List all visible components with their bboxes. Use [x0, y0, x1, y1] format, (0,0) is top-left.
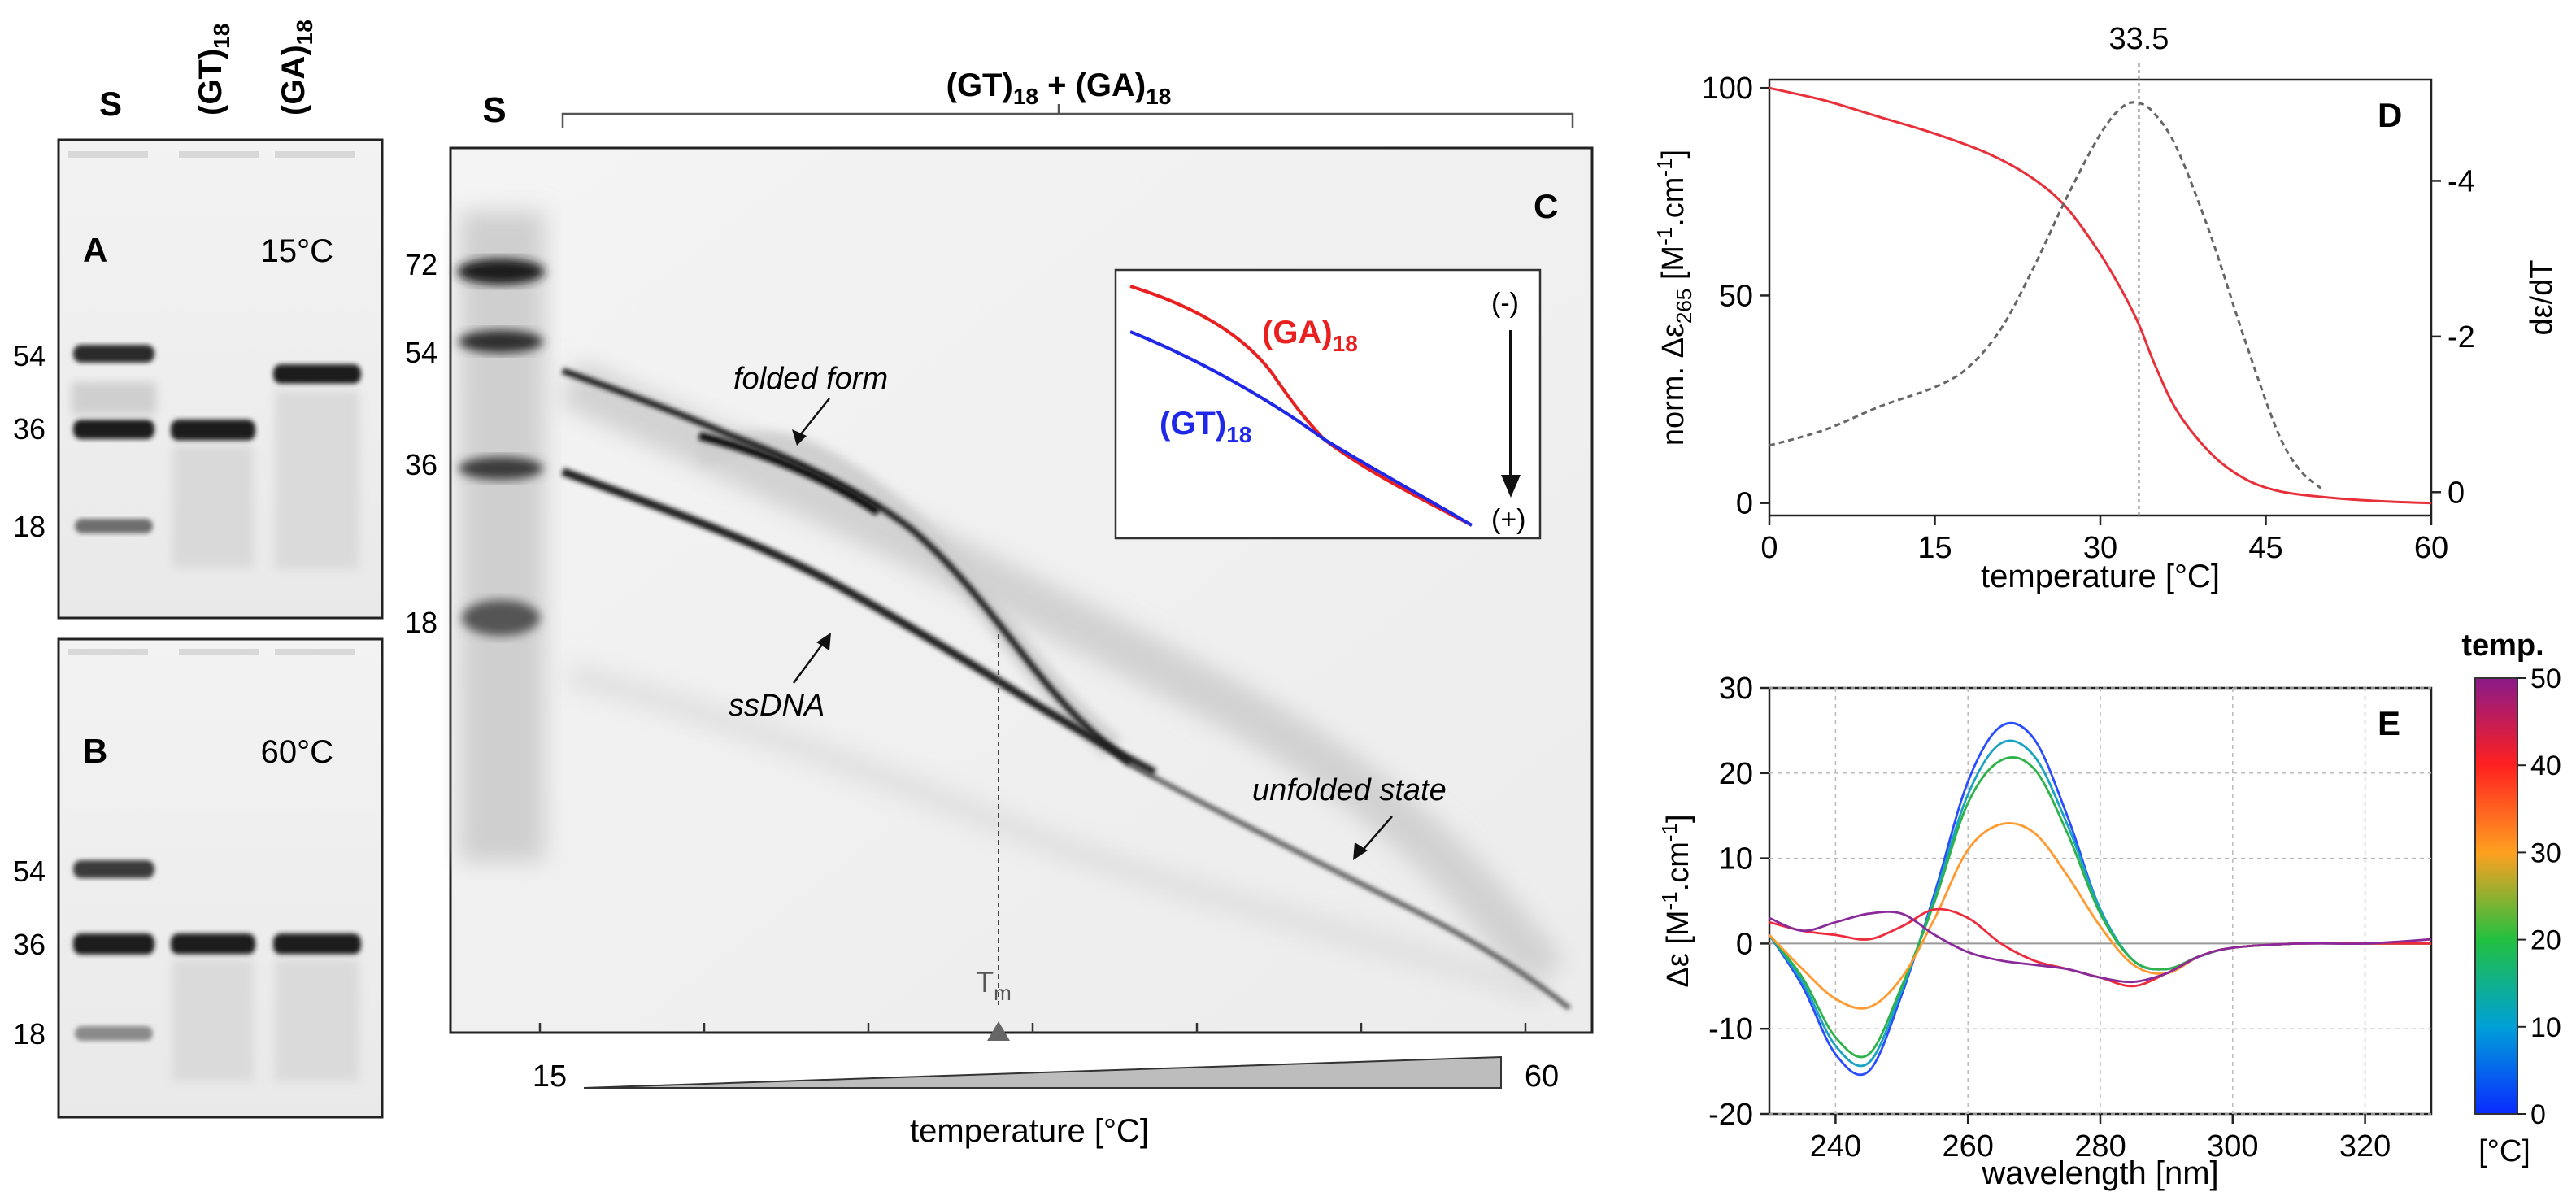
e-xtick-label: 300 — [2207, 1129, 2258, 1164]
colorbar-tick-label: 0 — [2530, 1099, 2546, 1130]
band-ssdna — [561, 468, 1157, 777]
inset-ga-curve — [1129, 285, 1473, 527]
band-folded-form — [561, 368, 1133, 768]
lane-label-s: S — [99, 85, 122, 123]
chart-d: 33.5 0 15 30 45 60 0 50 100 0 -2 -4 D temperatur… — [1652, 22, 2559, 594]
inset-arrow-icon — [1501, 475, 1521, 498]
marker-a-18: 18 — [13, 510, 46, 543]
marker-c-36: 36 — [405, 448, 437, 481]
panel-b: B 60°C 54 36 18 — [13, 637, 384, 1119]
e-xtick-label: 260 — [1942, 1129, 1993, 1164]
inset-gt-label: (GT)18 — [1160, 406, 1251, 447]
svg-text:Δε [M-1.cm-1]: Δε [M-1.cm-1] — [1657, 814, 1695, 987]
colorbar-title: temp. — [2461, 629, 2543, 663]
e-ytick-label: 10 — [1719, 842, 1753, 877]
d-xlabel: temperature [°C] — [1981, 559, 2220, 594]
marker-b-54: 54 — [13, 855, 46, 888]
gel-c-ticks — [538, 1023, 1527, 1033]
gel-b-bands — [73, 860, 361, 1081]
d-ytick-label: 0 — [1736, 487, 1753, 521]
temperature-gradient-wedge — [583, 1055, 1502, 1089]
e-ytick-label: 0 — [1736, 927, 1753, 961]
panel-b-letter: B — [83, 732, 107, 770]
panel-c-letter: C — [1534, 187, 1558, 225]
e-ytick-label: 20 — [1719, 757, 1753, 791]
panel-b-temp: 60°C — [261, 734, 333, 770]
marker-a-54: 54 — [13, 339, 46, 372]
colorbar-tick-label: 40 — [2530, 750, 2561, 781]
e-panel-letter: E — [2378, 704, 2400, 742]
svg-text:dε/dT: dε/dT — [2525, 260, 2559, 336]
colorbar-tick-label: 50 — [2530, 663, 2561, 694]
band-unfolded — [1129, 762, 1571, 1011]
panel-a-temp: 15°C — [261, 233, 333, 269]
d-xtick-label: 30 — [2083, 531, 2117, 565]
e-ytick-label: 30 — [1719, 672, 1753, 706]
panel-a-letter: A — [83, 231, 107, 269]
e-colorbar: temp. 0 10 20 30 40 50 [°C] — [2461, 629, 2561, 1168]
lane-label-ga: (GA)18 — [276, 20, 317, 115]
marker-b-18: 18 — [13, 1017, 46, 1051]
panel-c-lane-s: S — [482, 90, 506, 130]
e-xtick-label: 320 — [2339, 1129, 2391, 1164]
colorbar-tick-label: 30 — [2530, 837, 2561, 868]
inset-ga-label: (GA)18 — [1262, 315, 1358, 356]
e-xlabel: wavelength [nm] — [1981, 1155, 2218, 1191]
d-xtick-label: 15 — [1917, 531, 1952, 565]
colorbar-tick-label: 20 — [2530, 925, 2561, 956]
gel-c-marker-lane — [457, 211, 545, 862]
d-xtick-label: 60 — [2414, 531, 2448, 565]
d-y2tick-label: -2 — [2448, 320, 2475, 355]
tm-arrow-icon — [987, 1021, 1010, 1041]
colorbar-unit: [°C] — [2478, 1134, 2530, 1168]
annotation-folded-form: folded form — [733, 362, 888, 396]
inset-gt-curve — [1129, 330, 1473, 527]
svg-text:norm. Δε265 [M-1.cm-1]: norm. Δε265 [M-1.cm-1] — [1652, 150, 1696, 446]
e-ytick-label: -20 — [1708, 1098, 1753, 1132]
e-ytick-label: -10 — [1708, 1012, 1753, 1046]
d-xtick-label: 0 — [1760, 531, 1778, 565]
marker-c-54: 54 — [405, 336, 437, 369]
colorbar-tick-label: 10 — [2530, 1012, 2561, 1043]
inset-minus-label: (-) — [1491, 288, 1519, 319]
d-panel-letter: D — [2378, 96, 2402, 134]
panel-a: S (GT)18 (GA)18 A 15°C 54 36 18 — [13, 20, 384, 620]
svg-text:(GA)18: (GA)18 — [276, 20, 317, 115]
marker-c-72: 72 — [405, 248, 437, 281]
d-series-norm — [1769, 86, 2432, 505]
tm-label: Tm — [976, 965, 1012, 1005]
gel-a-bands — [72, 345, 361, 569]
gradient-end-label: 60 — [1525, 1059, 1559, 1094]
d-xtick-label: 45 — [2248, 531, 2282, 565]
svg-text:(GT)18: (GT)18 — [193, 24, 234, 115]
d-y2tick-label: -4 — [2448, 164, 2475, 198]
e-xtick-label: 280 — [2074, 1129, 2126, 1164]
panel-c-inset: (GA)18 (GT)18 (-) (+) — [1114, 268, 1542, 540]
d-ylabel: norm. Δε265 [M-1.cm-1] — [1652, 150, 1696, 446]
d-series-derivative — [1769, 101, 2322, 489]
gradient-xlabel: temperature [°C] — [910, 1113, 1149, 1149]
d-y2tick-label: 0 — [2448, 476, 2465, 510]
gradient-start-label: 15 — [533, 1059, 567, 1094]
inset-plus-label: (+) — [1491, 504, 1526, 535]
e-xtick-label: 240 — [1810, 1129, 1861, 1164]
lane-label-gt: (GT)18 — [193, 24, 234, 115]
d-ytick-label: 50 — [1719, 279, 1753, 313]
e-ylabel: Δε [M-1.cm-1] — [1657, 814, 1695, 987]
annotation-unfolded: unfolded state — [1252, 773, 1447, 807]
panel-c: S (GT)18 + (GA)18 72 54 36 18 C — [405, 67, 1594, 1149]
panel-c-header: (GT)18 + (GA)18 — [946, 67, 1172, 109]
e-series-50 — [1769, 910, 2432, 984]
marker-a-36: 36 — [13, 412, 46, 446]
marker-b-36: 36 — [13, 928, 46, 961]
marker-c-18: 18 — [405, 606, 437, 639]
d-y2label: dε/dT — [2525, 260, 2559, 336]
header-bracket — [561, 104, 1574, 128]
d-ytick-label: 100 — [1702, 72, 1753, 106]
annotation-ssdna: ssDNA — [729, 689, 825, 723]
d-title: 33.5 — [2108, 22, 2169, 56]
